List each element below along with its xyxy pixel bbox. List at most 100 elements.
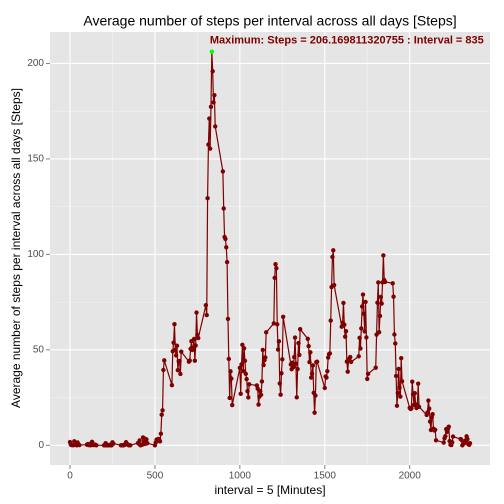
data-point xyxy=(263,355,268,360)
data-point xyxy=(390,281,395,286)
data-point xyxy=(272,275,277,281)
data-point xyxy=(280,357,285,362)
data-point xyxy=(175,368,181,373)
data-point xyxy=(159,412,164,417)
data-point xyxy=(314,359,320,364)
data-point xyxy=(224,245,229,250)
data-point xyxy=(376,280,381,285)
data-point xyxy=(227,395,232,401)
data-point xyxy=(194,310,199,315)
data-point xyxy=(210,69,215,74)
data-point xyxy=(358,346,363,351)
data-point xyxy=(291,364,296,370)
data-point xyxy=(459,437,464,443)
data-point xyxy=(158,431,164,436)
data-point xyxy=(280,314,286,320)
data-point xyxy=(410,379,415,384)
data-point xyxy=(223,236,228,242)
data-point xyxy=(192,358,198,363)
data-point xyxy=(357,335,362,341)
data-point xyxy=(393,373,399,379)
data-point xyxy=(399,379,405,384)
data-point xyxy=(446,424,451,429)
data-point xyxy=(325,355,331,360)
data-point xyxy=(169,382,175,388)
chart-title: Average number of steps per interval acr… xyxy=(83,13,456,29)
y-axis-label: Average number of steps per interval acr… xyxy=(9,88,23,408)
data-point xyxy=(224,259,230,265)
x-tick-label: 1500 xyxy=(314,471,337,482)
data-point xyxy=(294,395,299,400)
data-point xyxy=(359,304,365,309)
data-point xyxy=(204,312,209,318)
data-point xyxy=(409,406,414,411)
data-point xyxy=(128,443,133,448)
data-point xyxy=(377,313,383,319)
data-point xyxy=(171,340,176,345)
data-point xyxy=(378,294,384,300)
data-point xyxy=(241,346,247,351)
data-point xyxy=(306,343,311,349)
x-axis-label: interval = 5 [Minutes] xyxy=(214,483,325,497)
data-point xyxy=(258,388,263,394)
data-point xyxy=(242,358,248,363)
data-point xyxy=(292,335,298,340)
data-point xyxy=(172,321,177,327)
data-point xyxy=(187,358,192,363)
x-tick-label: 0 xyxy=(67,471,73,482)
data-point xyxy=(293,361,299,366)
data-point xyxy=(362,329,367,334)
data-point xyxy=(212,92,217,98)
data-point xyxy=(441,440,446,445)
data-point xyxy=(397,385,402,390)
data-point xyxy=(365,376,370,382)
data-point xyxy=(465,436,470,442)
data-point xyxy=(427,419,433,424)
data-point xyxy=(226,356,232,362)
data-point xyxy=(211,100,216,105)
data-point xyxy=(274,265,279,271)
data-point xyxy=(295,366,300,372)
data-point xyxy=(275,347,281,352)
data-point xyxy=(162,358,167,363)
data-point xyxy=(203,303,209,308)
data-point xyxy=(394,403,400,408)
data-point xyxy=(392,332,397,337)
data-point xyxy=(160,408,165,413)
data-point xyxy=(322,385,327,391)
plot-panel xyxy=(50,32,490,465)
data-point xyxy=(225,316,231,322)
data-point xyxy=(427,406,432,411)
x-tick-label: 2000 xyxy=(399,471,422,482)
data-point xyxy=(191,336,197,342)
data-point xyxy=(348,354,353,360)
data-point xyxy=(241,368,246,374)
data-point xyxy=(309,371,315,376)
data-point xyxy=(145,440,150,446)
data-point xyxy=(348,359,354,365)
data-point xyxy=(443,433,448,439)
data-point xyxy=(331,248,336,253)
data-point xyxy=(376,329,382,335)
data-point xyxy=(77,442,82,448)
data-point xyxy=(174,343,180,348)
data-point xyxy=(365,371,371,377)
data-point xyxy=(379,301,384,306)
data-point xyxy=(449,440,455,445)
data-point xyxy=(220,169,226,174)
data-point xyxy=(360,292,366,297)
data-point xyxy=(238,391,243,397)
data-point xyxy=(450,434,456,439)
data-point xyxy=(341,300,346,306)
data-point xyxy=(308,350,313,355)
data-point xyxy=(228,369,233,374)
y-tick-label: 150 xyxy=(27,154,44,165)
data-point xyxy=(312,410,317,415)
data-point xyxy=(328,318,333,323)
data-point xyxy=(393,341,398,346)
data-point xyxy=(275,322,280,327)
data-point xyxy=(259,379,265,384)
data-point xyxy=(221,206,226,211)
y-tick-label: 100 xyxy=(27,249,44,260)
